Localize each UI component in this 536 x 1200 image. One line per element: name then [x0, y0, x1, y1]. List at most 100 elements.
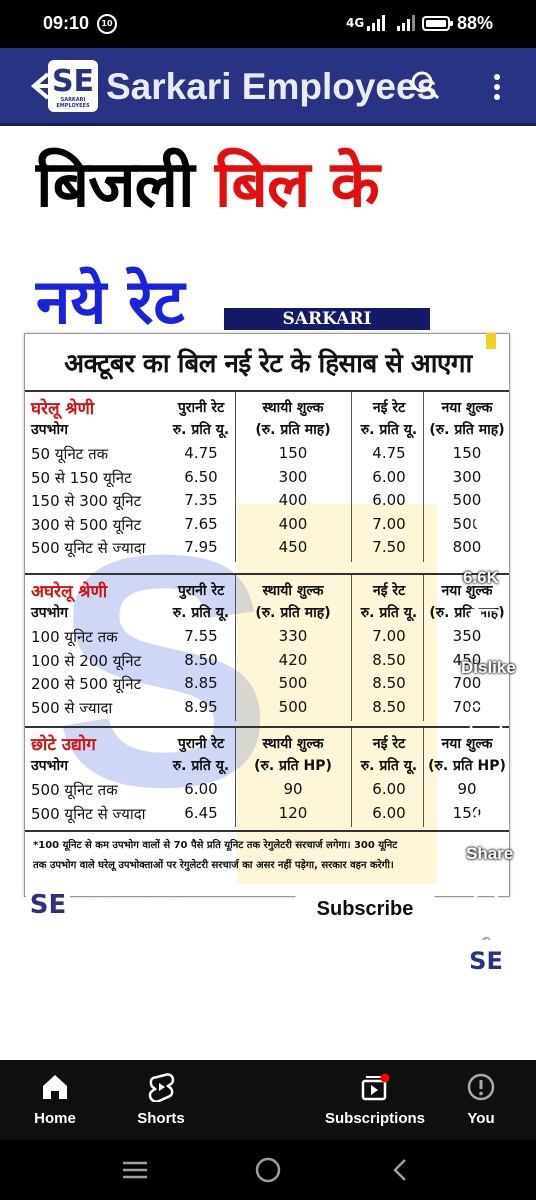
footnote-divider — [25, 830, 509, 832]
section-subheader: उपभोग — [31, 422, 68, 438]
column-subheader: रु. प्रति यू. — [172, 422, 230, 438]
subscribe-button[interactable]: Subscribe — [292, 885, 438, 933]
column-subheader: (रु. प्रति HP) — [254, 758, 332, 774]
row-label: 200 से 500 यूनिट — [31, 675, 142, 693]
nav-shorts[interactable]: Shorts — [106, 1060, 216, 1140]
row-label: 300 से 500 यूनिट — [31, 515, 142, 534]
table-cell: 6.45 — [184, 803, 218, 822]
column-header: स्थायी शुल्क — [262, 400, 324, 416]
share-icon[interactable] — [466, 792, 506, 832]
column-divider — [235, 392, 236, 562]
recent-apps-icon[interactable] — [120, 1158, 150, 1182]
nav-home[interactable]: Home — [0, 1060, 110, 1140]
search-icon[interactable] — [410, 70, 440, 100]
nav-subscriptions[interactable]: Subscriptions — [320, 1060, 430, 1140]
column-subheader: रु. प्रति यू. — [172, 605, 230, 621]
headline-red: बिल के — [214, 148, 380, 222]
section-divider — [25, 726, 509, 728]
table-cell: 7.95 — [184, 538, 218, 556]
column-header: नया शुल्क — [441, 736, 493, 752]
short-video-frame[interactable]: SE SARKARI EMPLOYEES Sarkari Employees ब… — [0, 48, 536, 1060]
table-cell: 150 — [278, 444, 308, 462]
table-cell: 8.50 — [184, 650, 218, 669]
table-cell: 4.75 — [372, 444, 406, 462]
table-cell: 350 — [452, 627, 482, 645]
column-divider — [351, 392, 352, 562]
table-cell: 400 — [278, 514, 308, 533]
column-divider — [351, 728, 352, 827]
nav-home-label: Home — [34, 1110, 76, 1127]
table-cell: 420 — [278, 650, 308, 669]
section-name: अघरेलू श्रेणी — [31, 582, 108, 602]
section-name: घरेलू श्रेणी — [31, 399, 95, 419]
table-cell: 90 — [457, 780, 477, 798]
brand-badge: SARKARI EMPLOYEES — [224, 308, 430, 351]
comment-icon[interactable] — [466, 700, 506, 740]
like-count: 6.6K — [463, 568, 499, 587]
remix-icon[interactable] — [466, 886, 506, 926]
column-header: पुरानी रेट — [177, 736, 225, 752]
table-cell: 90 — [283, 780, 303, 798]
channel-thumbnail[interactable]: SE — [464, 940, 508, 984]
shorts-icon — [148, 1073, 175, 1102]
table-cell: 8.95 — [184, 697, 218, 716]
section-subheader: उपभोग — [31, 758, 68, 774]
nav-subscriptions-label: Subscriptions — [324, 1110, 425, 1127]
watermark-s: S — [53, 486, 274, 855]
table-cell: 6.00 — [372, 780, 406, 798]
logo-subtext: SARKARI EMPLOYEES — [56, 97, 90, 109]
column-divider — [423, 575, 424, 721]
table-cell: 6.50 — [184, 467, 218, 486]
bottom-navigation: Home Shorts Subscriptions You — [0, 1060, 536, 1140]
dislike-icon[interactable] — [466, 604, 506, 644]
row-label: 50 यूनिट तक — [31, 445, 109, 463]
table-title: अक्टूबर का बिल नई रेट के हिसाब से आएगा — [64, 349, 472, 379]
back-button-icon[interactable] — [390, 1156, 410, 1184]
footnote-line: तक उपभोग वाले घरेलू उपभोक्ताओं पर रेगुले… — [33, 860, 394, 871]
table-cell: 8.50 — [372, 650, 406, 669]
table-cell: 7.00 — [372, 514, 406, 533]
row-label: 500 यूनिट से ज्यादा — [31, 804, 146, 823]
table-cell: 7.55 — [184, 627, 218, 645]
column-divider — [235, 728, 236, 827]
more-options-icon[interactable] — [492, 72, 502, 102]
column-header: पुरानी रेट — [177, 583, 225, 599]
table-cell: 500 — [278, 697, 308, 716]
home-button-icon[interactable] — [254, 1156, 282, 1184]
table-cell: 6.00 — [184, 780, 218, 798]
channel-avatar[interactable]: SE — [24, 882, 72, 930]
table-cell: 700 — [452, 674, 482, 692]
table-cell: 8.85 — [184, 674, 218, 692]
signal-icon — [367, 15, 385, 31]
column-header: नया शुल्क — [441, 400, 493, 416]
like-icon[interactable] — [466, 500, 506, 540]
table-cell: 7.35 — [184, 491, 218, 509]
table-cell: 330 — [278, 627, 308, 645]
section-subheader: उपभोग — [31, 605, 68, 621]
nav-you-label: You — [467, 1110, 495, 1127]
table-cell: 450 — [452, 650, 482, 669]
column-divider — [235, 575, 236, 721]
card-accent — [486, 333, 496, 349]
battery-percent: 88% — [457, 13, 494, 33]
table-cell: 800 — [452, 538, 482, 556]
column-subheader: (रु. प्रति माह) — [255, 422, 331, 438]
column-header: नई रेट — [372, 400, 406, 416]
table-cell: 4.75 — [184, 444, 218, 462]
column-header: स्थायी शुल्क — [262, 583, 324, 599]
network-type: 4G — [346, 16, 365, 30]
row-label: 500 यूनिट तक — [31, 781, 118, 799]
headline-line-2: नये रेट — [36, 265, 185, 338]
table-cell: 300 — [278, 467, 308, 486]
logo-text: SE — [51, 64, 95, 99]
column-header: स्थायी शुल्क — [262, 736, 324, 752]
column-subheader: (रु. प्रति माह) — [429, 422, 505, 438]
row-label: 500 यूनिट से ज्यादा — [31, 539, 146, 557]
footnote-line: *100 यूनिट से कम उपभोग वालों से 70 पैसे … — [33, 840, 398, 851]
column-divider — [351, 575, 352, 721]
table-cell: 7.65 — [184, 514, 218, 533]
video-title[interactable]: Bijli ka bill ke naye rate #bijli_ ... — [24, 955, 329, 977]
nav-you[interactable]: You — [426, 1060, 536, 1140]
row-label: 150 से 300 यूनिट — [31, 492, 142, 510]
channel-handle[interactable]: @sark...loyees — [88, 894, 242, 919]
